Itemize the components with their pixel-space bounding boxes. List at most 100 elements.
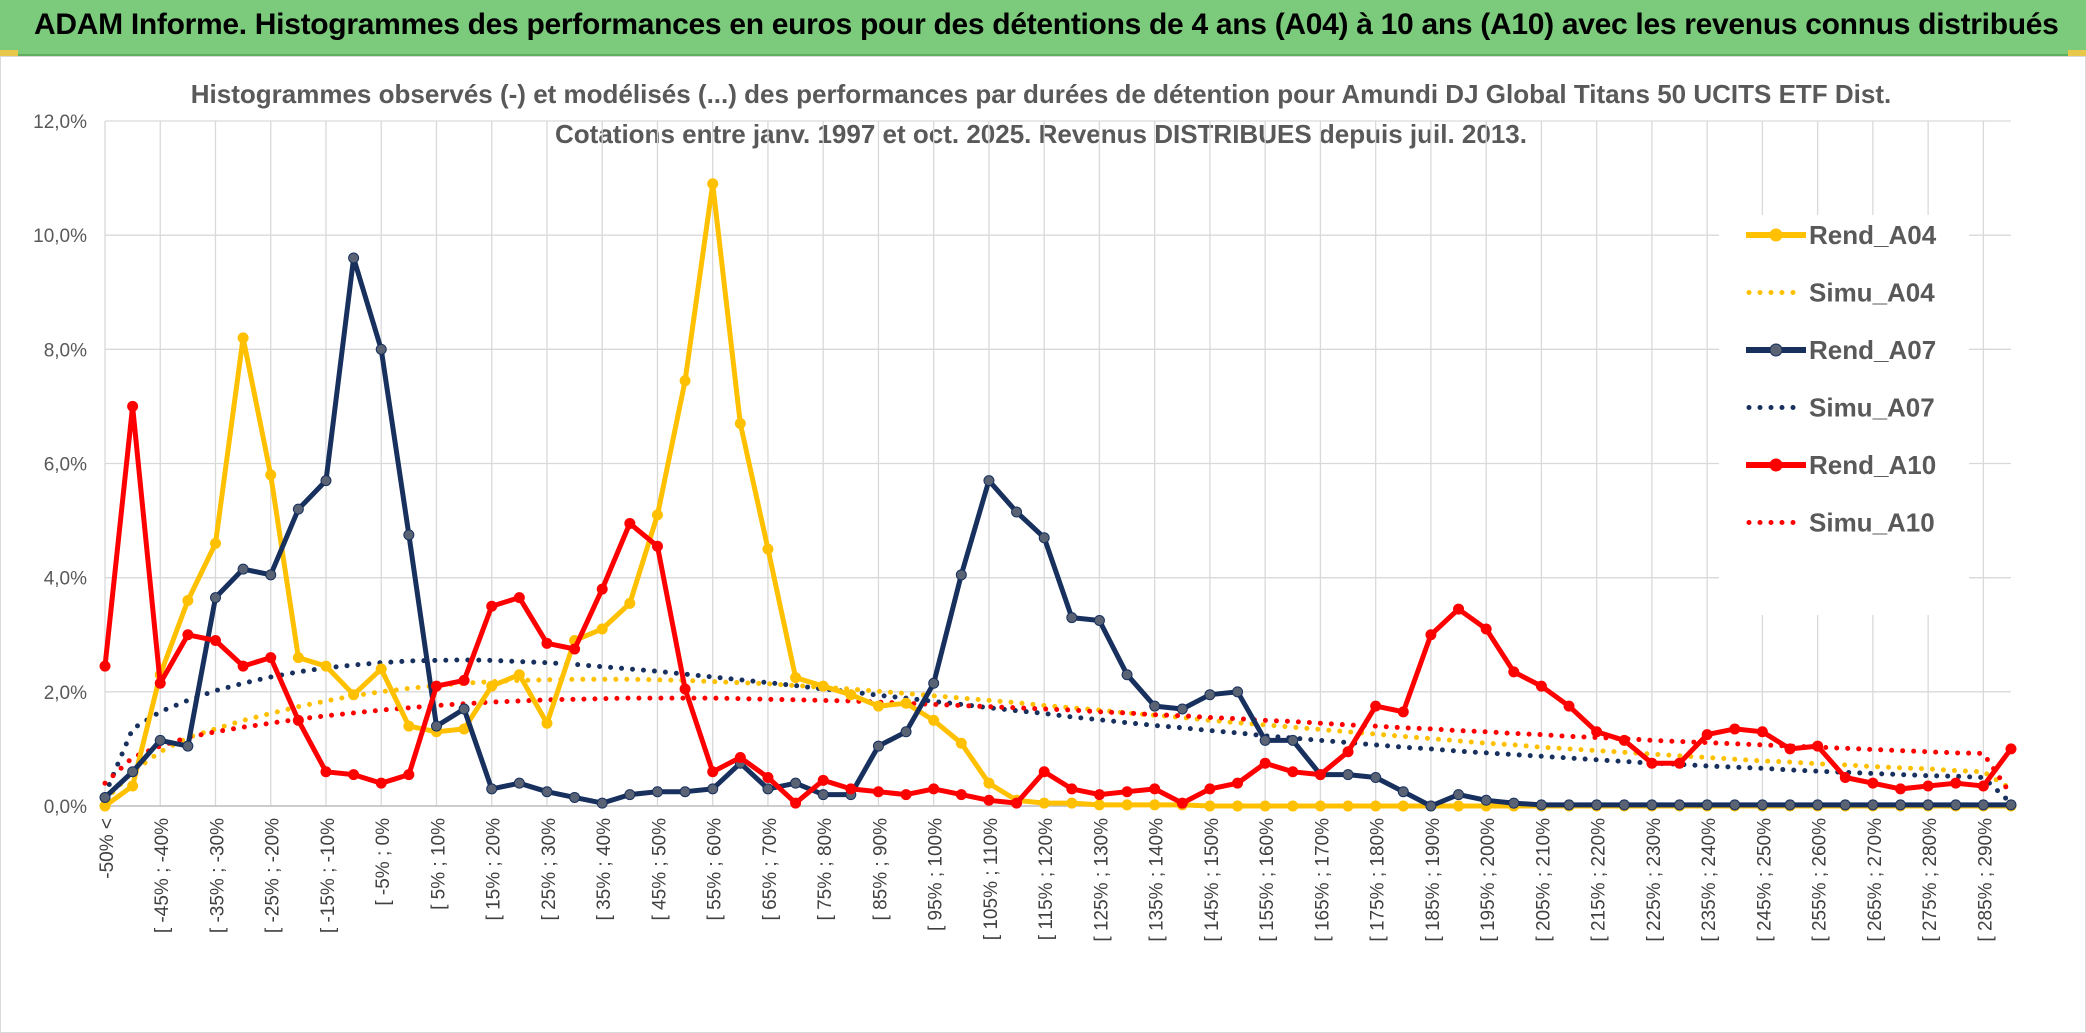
data-point <box>679 683 691 695</box>
data-point <box>486 680 498 692</box>
data-point <box>320 475 332 487</box>
y-tick-label: 2,0% <box>44 683 87 704</box>
data-point <box>1121 786 1133 798</box>
data-point <box>1453 789 1465 801</box>
legend-label: Rend_A04 <box>1809 220 1937 250</box>
data-point <box>817 680 829 692</box>
data-point <box>1342 746 1354 758</box>
data-point <box>182 629 194 641</box>
data-point <box>127 766 139 778</box>
x-tick-label: [ 55% ; 60% <box>705 818 726 921</box>
data-point <box>1204 800 1216 812</box>
data-point <box>1701 729 1713 741</box>
data-point <box>651 786 663 798</box>
y-tick-label: 0,0% <box>44 797 87 818</box>
data-point <box>1895 783 1907 795</box>
x-tick-label: [ 65% ; 70% <box>760 818 781 921</box>
x-tick-label: [ 135% ; 140% <box>1147 818 1168 942</box>
data-point <box>928 677 940 689</box>
data-point <box>1922 780 1934 792</box>
x-tick-label: [ 235% ; 240% <box>1699 818 1720 942</box>
x-axis: -50% < [ -45% ; -40% [ -35% ; -30% [ -25% ;… <box>97 805 2011 942</box>
data-point <box>1314 769 1326 781</box>
data-point <box>817 774 829 786</box>
data-point <box>1342 769 1354 781</box>
data-point <box>1259 734 1271 746</box>
data-point <box>1784 743 1796 755</box>
data-point <box>1977 780 1989 792</box>
data-point <box>1259 757 1271 769</box>
legend-item: Simu_A04 <box>1746 278 1935 308</box>
data-point <box>1011 797 1023 809</box>
data-point <box>430 680 442 692</box>
legend-marker <box>1769 228 1783 242</box>
legend: Rend_A04 Simu_A04 Rend_A07 Simu_A07 Rend_A10… <box>1719 215 1969 615</box>
data-point <box>1204 689 1216 701</box>
data-point <box>375 777 387 789</box>
data-point <box>1370 700 1382 712</box>
x-tick-label: [ -15% ; -10% <box>318 818 339 933</box>
series-simu-a04 <box>102 676 2014 803</box>
data-point <box>1977 799 1989 811</box>
chart-title: Histogrammes observés (-) et modélisés (… <box>191 79 1892 109</box>
y-axis: 0,0% 2,0% 4,0% 6,0% 8,0% 10,0% 12,0% <box>33 112 87 818</box>
data-point <box>1425 629 1437 641</box>
data-point <box>209 592 221 604</box>
data-point <box>569 791 581 803</box>
data-point <box>817 789 829 801</box>
data-point <box>1176 797 1188 809</box>
data-point <box>403 529 415 541</box>
data-point <box>1950 799 1962 811</box>
y-tick-label: 4,0% <box>44 569 87 590</box>
data-point <box>651 540 663 552</box>
x-tick-label: [ 145% ; 150% <box>1202 818 1223 942</box>
data-point <box>1867 777 1879 789</box>
data-point <box>1066 783 1078 795</box>
data-point <box>1922 799 1934 811</box>
data-point <box>734 418 746 430</box>
data-point <box>790 797 802 809</box>
data-point <box>1370 800 1382 812</box>
y-tick-label: 12,0% <box>33 112 87 133</box>
data-point <box>1066 797 1078 809</box>
data-point <box>1038 532 1050 544</box>
data-point <box>790 672 802 684</box>
data-point <box>983 794 995 806</box>
x-tick-label: [ 25% ; 30% <box>539 818 560 921</box>
data-point <box>983 475 995 487</box>
data-point <box>1480 794 1492 806</box>
x-tick-label: [ -45% ; -40% <box>152 818 173 933</box>
data-point <box>1674 799 1686 811</box>
data-point <box>154 734 166 746</box>
legend-marker <box>1769 458 1783 472</box>
data-point <box>1812 799 1824 811</box>
data-point <box>955 569 967 581</box>
data-point <box>679 786 691 798</box>
data-point <box>1038 766 1050 778</box>
series-line-simu-a07 <box>102 657 2014 806</box>
data-point <box>1397 706 1409 718</box>
x-tick-label: [ 285% ; 290% <box>1975 818 1996 942</box>
series-line-simu-a10 <box>102 695 2014 798</box>
data-point <box>1093 614 1105 626</box>
data-point <box>1591 726 1603 738</box>
data-point <box>1232 800 1244 812</box>
data-point <box>348 689 360 701</box>
data-point <box>375 343 387 355</box>
data-point <box>1370 771 1382 783</box>
data-point <box>1563 700 1575 712</box>
data-point <box>790 777 802 789</box>
y-tick-label: 10,0% <box>33 226 87 247</box>
series-simu-a10 <box>102 695 2014 798</box>
data-point <box>900 726 912 738</box>
data-point <box>872 740 884 752</box>
report-title: ADAM Informe. Histogrammes des performan… <box>34 8 2059 41</box>
legend-label: Rend_A10 <box>1809 450 1936 480</box>
data-point <box>1950 777 1962 789</box>
data-point <box>292 652 304 664</box>
data-point <box>624 517 636 529</box>
data-point <box>541 786 553 798</box>
data-point <box>209 634 221 646</box>
data-point <box>265 469 277 481</box>
data-point <box>458 674 470 686</box>
